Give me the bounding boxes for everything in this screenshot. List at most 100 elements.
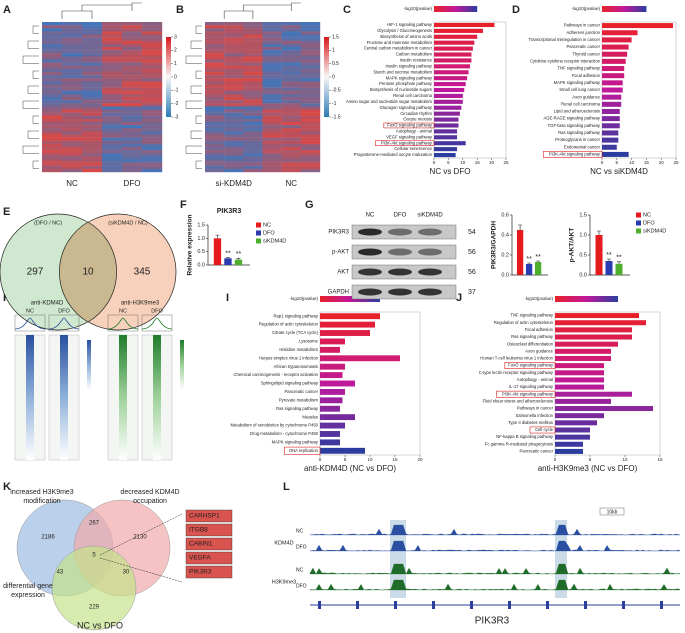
exon xyxy=(508,601,511,609)
heatmap-cell xyxy=(62,150,83,154)
y-tick-label: 1.0 xyxy=(579,232,587,238)
dendrogram xyxy=(190,85,202,94)
heatmap-cell xyxy=(42,153,63,157)
category-label: Thyroid cancer xyxy=(572,51,600,56)
heatmap-cell xyxy=(300,103,321,107)
heatmap-cell xyxy=(205,56,225,60)
x-tick-label: 0 xyxy=(554,457,557,462)
heatmap-cell xyxy=(243,97,263,101)
heatmap-cell xyxy=(300,65,321,70)
heatmap-cell xyxy=(281,122,302,126)
heatmap-cell xyxy=(122,103,143,107)
significance: ** xyxy=(535,254,541,261)
heatmap-cell xyxy=(122,150,143,154)
heatmap-cell xyxy=(82,43,103,48)
heatmap-cell xyxy=(243,131,263,135)
column-label: DFO xyxy=(124,179,141,188)
signal-heatmap xyxy=(60,335,68,460)
gene-label: CARHSP1 xyxy=(189,513,220,520)
heatmap-cell xyxy=(281,100,302,104)
dendrogram xyxy=(32,25,39,34)
bar xyxy=(516,230,524,275)
heatmap-cell xyxy=(122,162,143,166)
heatmap-cell xyxy=(82,143,103,148)
count: 229 xyxy=(89,605,100,611)
category-label: Circadian rhythm xyxy=(400,111,432,116)
heatmap-cell xyxy=(224,59,244,63)
heatmap-cell xyxy=(262,109,282,113)
heatmap-cell xyxy=(262,62,282,66)
legend-swatch xyxy=(636,220,641,226)
category-label: Biosynthesis of nucleotide sugars xyxy=(370,87,432,92)
bar xyxy=(605,261,613,275)
heatmap-cell xyxy=(42,81,63,85)
heatmap-cell xyxy=(300,134,321,138)
heatmap-cell xyxy=(82,159,103,163)
heatmap-cell xyxy=(42,72,63,76)
colorbar-tick-label: -1 xyxy=(174,88,179,94)
heatmap-cell xyxy=(262,78,282,82)
bar xyxy=(320,363,345,370)
category-label: Sphingolipid signaling pathway xyxy=(261,381,319,386)
heatmap-cell xyxy=(281,53,302,57)
heatmap-cell xyxy=(82,34,103,38)
count: 297 xyxy=(27,267,44,278)
heatmap-cell xyxy=(243,156,263,160)
sample-label: NC xyxy=(296,528,304,534)
exon xyxy=(470,601,473,609)
heatmap-cell xyxy=(300,159,321,163)
heatmap-cell xyxy=(224,72,244,76)
x-tick-label: 25 xyxy=(673,160,679,165)
heatmap-cell xyxy=(82,109,103,113)
profile xyxy=(141,317,173,330)
bar xyxy=(320,388,345,395)
bar xyxy=(555,420,597,426)
heatmap-cell xyxy=(262,134,282,138)
heatmap-cell xyxy=(102,168,123,173)
category-label: Osteoclast differentiation xyxy=(507,341,554,346)
heatmap-cell xyxy=(300,112,321,116)
heatmap-cell xyxy=(82,168,103,173)
x-tick-label: 5 xyxy=(616,160,619,165)
heatmap-cell xyxy=(102,165,123,170)
heatmap-cell xyxy=(205,93,225,98)
bar xyxy=(434,93,463,98)
heatmap-cell xyxy=(262,162,282,166)
category-label: Human T-cell leukemia virus 1 infection xyxy=(480,356,553,361)
heatmap-cell xyxy=(82,112,103,116)
heatmap-cell xyxy=(62,56,83,60)
heatmap-cell xyxy=(142,47,163,51)
dendrogram xyxy=(195,115,202,124)
heatmap-cell xyxy=(300,78,321,82)
heatmap-cell xyxy=(300,125,321,129)
category-label: Focal adhesion xyxy=(572,73,601,78)
x-tick-label: 10 xyxy=(460,160,466,165)
heatmap-cell xyxy=(281,162,302,166)
category-label: PI3K-Akt signaling pathway xyxy=(502,391,554,396)
heatmap-cell xyxy=(243,72,263,76)
bar xyxy=(320,313,380,320)
heatmap-cell xyxy=(281,47,302,51)
heatmap-cell xyxy=(262,122,282,126)
significance: ** xyxy=(526,256,532,263)
bar xyxy=(555,434,590,440)
set-label: decreased KDM4D xyxy=(120,489,179,496)
category-label: TNF signaling pathway xyxy=(557,66,600,71)
heatmap-cell xyxy=(224,22,244,26)
panel-label: A xyxy=(3,4,11,16)
heatmap-cell xyxy=(82,87,103,91)
heatmap-cell xyxy=(262,106,282,110)
heatmap-cell xyxy=(243,75,263,79)
heatmap-cell xyxy=(224,84,244,88)
heatmap-cell xyxy=(42,28,63,32)
bar xyxy=(434,99,463,104)
colorbar xyxy=(87,340,91,390)
heatmap-cell xyxy=(142,84,163,88)
set-label: modification xyxy=(23,498,60,505)
category-label: HIF-1 signaling pathway xyxy=(387,22,433,27)
bar xyxy=(602,87,623,93)
heatmap-cell xyxy=(224,97,244,101)
highlight-box xyxy=(284,446,321,455)
heatmap-cell xyxy=(224,65,244,70)
heatmap-cell xyxy=(62,131,83,135)
